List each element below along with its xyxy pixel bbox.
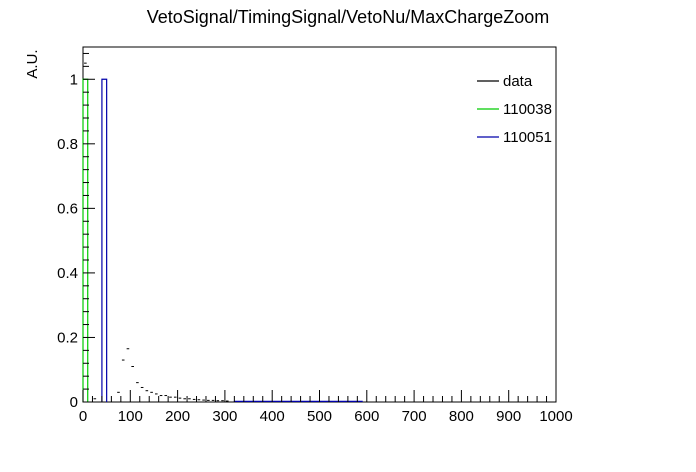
chart-title: VetoSignal/TimingSignal/VetoNu/MaxCharge…: [147, 7, 550, 27]
x-tick-label: 800: [449, 408, 474, 425]
y-tick-label: 0.8: [57, 136, 78, 153]
legend-label: data: [503, 73, 533, 90]
legend-label: 110038: [503, 101, 552, 118]
x-tick-label: 0: [79, 408, 87, 425]
x-tick-label: 500: [307, 408, 332, 425]
y-tick-label: 0.4: [57, 265, 78, 282]
y-tick-label: 1: [70, 71, 78, 88]
x-tick-label: 700: [402, 408, 427, 425]
x-tick-label: 900: [496, 408, 521, 425]
legend: data 110038 110051: [477, 73, 552, 146]
y-tick-label: 0.6: [57, 200, 78, 217]
x-tick-label: 600: [354, 408, 379, 425]
y-tick-label: 0.2: [57, 329, 78, 346]
series-110051-bin: [101, 78, 108, 402]
x-tick-label: 200: [165, 408, 190, 425]
x-tick-label: 400: [260, 408, 285, 425]
axis-layer: 0 100 200 300 400 500 600 700 800 900 1000 0 0.2 0.4 0…: [57, 52, 573, 425]
x-tick-label: 300: [212, 408, 237, 425]
y-axis-label: A.U.: [24, 49, 41, 78]
legend-label: 110051: [503, 129, 552, 146]
y-tick-label: 0: [70, 394, 78, 411]
x-tick-label: 100: [118, 408, 143, 425]
x-tick-label: 1000: [539, 408, 572, 425]
